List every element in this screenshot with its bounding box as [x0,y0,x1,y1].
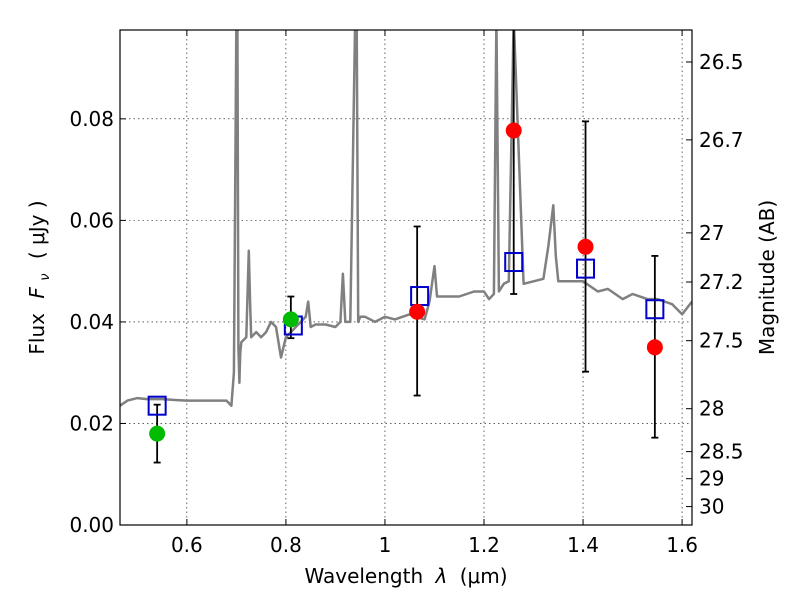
y2-tick-label: 30 [699,495,724,519]
x-tick-label: 1.6 [666,533,698,557]
y-tick-label: 0.02 [69,411,114,435]
x-axis-label: Wavelength λ (μm) [304,564,507,588]
model-square-point [147,395,167,416]
y2-tick-label: 28.5 [699,440,744,464]
red-data-point [577,238,594,255]
y-tick-label: 0.08 [69,107,114,131]
x-tick-label: 1.4 [567,533,599,557]
model-square-point [410,286,430,307]
y-tick-label: 0.06 [69,208,114,232]
y2-tick-label: 26.5 [699,50,744,74]
data-point-layer [147,122,665,442]
y2-tick-label: 27.5 [699,329,744,353]
sed-model-layer [120,30,692,407]
y2-tick-label: 29 [699,467,724,491]
x-tick-label: 1 [379,533,392,557]
y2-axis-label: Magnitude (AB) [755,200,779,355]
green-data-point [149,425,166,442]
tick-layer: 0.6 0.8 1 1.2 1.4 1.6 0.00 0.02 0.04 0.06 0.08 26.5… [69,30,744,557]
y2-tick-label: 27.2 [699,270,744,294]
plot-frame [119,29,693,526]
x-tick-label: 0.8 [270,533,302,557]
y2-tick-label: 28 [699,397,724,421]
x-tick-label: 1.2 [468,533,500,557]
x-tick-label: 0.6 [171,533,203,557]
y2-tick-label: 26.7 [699,128,744,152]
model-square-point [504,252,524,273]
y-tick-label: 0.04 [69,310,114,334]
y2-tick-label: 27 [699,221,724,245]
sed-model-line [120,30,692,407]
grid [120,30,692,525]
red-data-point [646,339,663,356]
green-data-point [282,311,299,328]
model-square-point [645,299,665,320]
model-square-point [576,258,596,279]
red-data-point [409,303,426,320]
y-axis-label: Flux F ν ( μJy ) [25,200,54,354]
y-tick-label: 0.00 [69,513,114,537]
red-data-point [505,122,522,139]
